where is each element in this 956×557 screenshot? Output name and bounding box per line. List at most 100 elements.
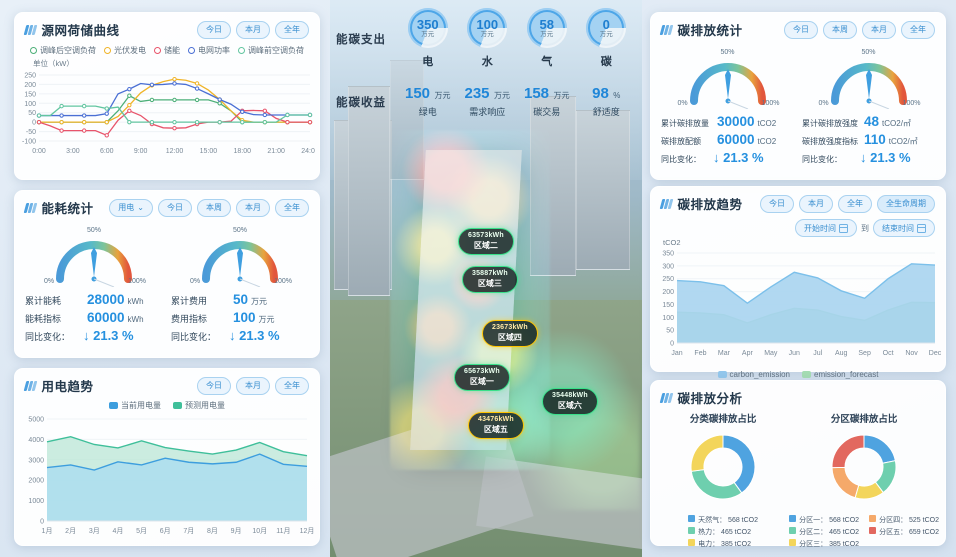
zone-tag[interactable]: 23673kWh 区域四 (482, 320, 538, 348)
yoy-change: ↓ 21.3 % (83, 328, 134, 343)
gauge-readouts: 累计费用 50 万元 费用指标 100 万元 同比变化： ↓ 21.3 % (167, 287, 313, 351)
btn-today[interactable]: 今日 (197, 376, 231, 395)
kpi-caption: 气 (541, 56, 553, 68)
btn-year[interactable]: 全年 (901, 20, 935, 39)
zone-tag[interactable]: 43476kWh 区域五 (468, 412, 524, 440)
zone-tag[interactable]: 35887kWh 区域三 (462, 266, 518, 294)
kpi-unit: 万元 (599, 30, 613, 38)
donut-by-zone: 分区碳排放占比 分区一： 568 tCO2 分区二： 465 tCO2 分区三： 3… (789, 411, 939, 551)
legend-item[interactable]: 调峰前空调负荷 (238, 45, 304, 56)
zone-tag-name: 区域三 (477, 279, 502, 289)
legend-item[interactable]: 调峰后空调负荷 (30, 45, 96, 56)
end-date-value: 结束时间 (882, 223, 914, 233)
svg-text:4月: 4月 (112, 527, 123, 535)
btn-year[interactable]: 全年 (275, 376, 309, 395)
zone-tag[interactable]: 65673kWh 区域一 (454, 364, 510, 392)
panel-header: 碳排放分析 (651, 381, 945, 409)
kpi-cell[interactable]: 58 万元 气 (517, 8, 577, 69)
btn-month[interactable]: 本月 (236, 376, 270, 395)
gauge-readout-row: 同比变化： ↓ 21.3 % (661, 150, 764, 165)
yoy-change: ↓ 21.3 % (713, 150, 764, 165)
svg-text:100: 100 (24, 101, 36, 108)
gauge-block: 50% 0% 100% 累计碳排放量 30000 tCO2 碳排放配额 6000… (657, 45, 798, 173)
kpi-expense-label: 能碳支出 (336, 33, 386, 46)
svg-text:8月: 8月 (207, 527, 218, 535)
donut-by-category: 分类碳排放占比 天然气： 568 tCO2 热力： 465 tCO2 电力： 385… (657, 411, 789, 551)
gauge-readout-row: 累计碳排放强度 48 tCO2/㎡ (802, 114, 911, 129)
gauge-mid-label: 50% (86, 227, 102, 234)
kpi-cell[interactable]: 158 万元 碳交易 (517, 85, 577, 118)
btn-year[interactable]: 全年 (275, 198, 309, 217)
svg-text:5000: 5000 (28, 417, 44, 424)
btn-today[interactable]: 今日 (784, 20, 818, 39)
gauge-mid-label: 50% (232, 227, 248, 234)
calendar-icon (839, 223, 848, 233)
gauge-min-label: 0% (677, 100, 688, 107)
gauge-readout-row: 同比变化： ↓ 21.3 % (25, 328, 134, 343)
svg-text:Jan: Jan (671, 350, 682, 357)
gauge-mid-label: 50% (720, 49, 735, 56)
panel-header: 碳排放统计 今日 本周 本月 全年 (651, 13, 945, 41)
donut-zone-legend: 分区一： 568 tCO2 分区二： 465 tCO2 分区三： 385 tCO2 … (789, 512, 939, 551)
kpi-expense-row: 能碳支出 350 万元 电 100 万元 水 (336, 8, 636, 69)
donut-zone-svg[interactable] (818, 427, 910, 507)
svg-text:Oct: Oct (883, 350, 894, 357)
zone-tag[interactable]: 35448kWh 区域六 (542, 388, 598, 416)
zone-tag-value: 65673kWh (464, 368, 500, 375)
gauge-min-label: 0% (190, 278, 201, 285)
zone-tag-value: 35887kWh (472, 270, 508, 277)
legend-item[interactable]: 当前用电量 (109, 400, 161, 411)
btn-today[interactable]: 今日 (158, 198, 192, 217)
svg-text:6月: 6月 (160, 527, 171, 535)
btn-lifecycle[interactable]: 全生命周期 (877, 194, 935, 213)
btn-year[interactable]: 全年 (838, 194, 872, 213)
svg-text:-50: -50 (26, 129, 36, 136)
legend-item[interactable]: 预测用电量 (173, 400, 225, 411)
kpi-cell[interactable]: 150 万元 绿电 (398, 85, 458, 118)
legend-item[interactable]: 储能 (154, 45, 180, 56)
btn-month[interactable]: 本月 (799, 194, 833, 213)
btn-week[interactable]: 本周 (197, 198, 231, 217)
zone-tag[interactable]: 63573kWh 区域二 (458, 228, 514, 256)
btn-month[interactable]: 本月 (236, 20, 270, 39)
kpi-cell[interactable]: 98 % 舒适度 (577, 85, 637, 118)
date-range-row: 开始时间 到 结束时间 (651, 215, 945, 237)
btn-week[interactable]: 本周 (823, 20, 857, 39)
legend-item[interactable]: 光伏发电 (104, 45, 146, 56)
btn-month[interactable]: 本月 (236, 198, 270, 217)
panel-marker-icon (659, 198, 673, 209)
energy-type-dropdown[interactable]: 用电 ⌄ (109, 198, 153, 217)
kpi-cell[interactable]: 235 万元 需求响应 (458, 85, 518, 118)
end-date-picker[interactable]: 结束时间 (873, 219, 935, 237)
btn-today[interactable]: 今日 (760, 194, 794, 213)
gauge-readout-row: 累计碳排放量 30000 tCO2 (661, 114, 777, 129)
gauge-block: 50% 0% 100% 累计能耗 28000 kWh 能耗指标 60000 kW… (21, 223, 167, 351)
panel-energy-stats: 能耗统计 用电 ⌄ 今日 本周 本月 全年 50% 0% 100% (14, 190, 320, 358)
legend-item[interactable]: carbon_emission (717, 370, 790, 379)
kpi-cell[interactable]: 0 万元 碳 (577, 8, 637, 69)
kpi-unit: 万元 (434, 91, 451, 100)
gauge-readouts: 累计碳排放强度 48 tCO2/㎡ 碳排放强度指标 110 tCO2/㎡ 同比变… (798, 109, 939, 173)
donut-category-svg[interactable] (677, 427, 769, 507)
panel-title: 能耗统计 (41, 202, 94, 216)
panel-carbon-stats: 碳排放统计 今日 本周 本月 全年 50% 0% 100% 累计碳排放量 (650, 12, 946, 180)
kpi-caption: 碳 (600, 56, 612, 68)
kpi-caption: 碳交易 (533, 107, 561, 117)
carbon-trend-chart: 0 50 100 150 200 250 300 350 Jan Feb Mar Apr May Jun J… (651, 247, 945, 370)
svg-text:15:00: 15:00 (200, 148, 218, 155)
kpi-ring: 58 万元 (526, 8, 567, 48)
start-date-picker[interactable]: 开始时间 (795, 219, 857, 237)
btn-today[interactable]: 今日 (197, 20, 231, 39)
btn-year[interactable]: 全年 (275, 20, 309, 39)
legend-item[interactable]: 电网功率 (188, 45, 230, 56)
kpi-ring: 100 万元 (467, 8, 508, 48)
kpi-caption: 绿电 (418, 107, 437, 117)
chart-unit-label: tCO2 (663, 238, 681, 247)
kpi-cell[interactable]: 350 万元 电 (398, 8, 458, 69)
btn-month[interactable]: 本月 (862, 20, 896, 39)
panel-power-trend: 用电趋势 今日 本月 全年 当前用电量 预测用电量 0 1000 2000 3000 4… (14, 368, 320, 546)
legend-item[interactable]: emission_forecast (802, 370, 878, 379)
kpi-cell[interactable]: 100 万元 水 (458, 8, 518, 69)
svg-text:6:00: 6:00 (100, 148, 114, 155)
svg-text:2000: 2000 (28, 478, 44, 485)
